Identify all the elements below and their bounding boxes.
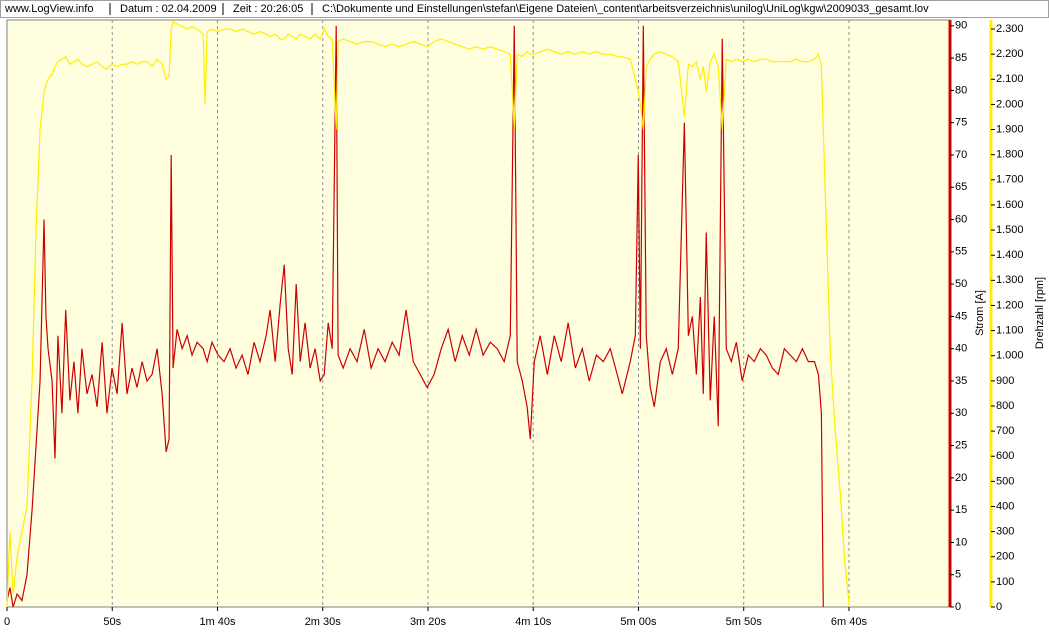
- y-tick-label: 30: [955, 407, 967, 419]
- header-time: Zeit : 20:26:05: [233, 3, 303, 15]
- x-tick-label: 50s: [103, 616, 121, 628]
- y-tick-label: 40: [955, 343, 967, 355]
- x-tick-label: 3m 20s: [410, 616, 447, 628]
- y-tick-label: 15: [955, 504, 967, 516]
- x-tick-label: 0: [4, 616, 10, 628]
- y-tick-label: 10: [955, 536, 967, 548]
- series-line: [6, 25, 824, 608]
- y-tick-label: 55: [955, 246, 967, 258]
- y2-tick-label: 500: [996, 475, 1014, 487]
- x-tick-label: 5m 00s: [620, 616, 657, 628]
- axes: 0 50s 1m 40s 2m 30s 3m 20s 4m 10s 5m 00s 5m 50s…: [4, 20, 1046, 628]
- y-tick-label: 35: [955, 375, 967, 387]
- y-tick-label: 45: [955, 310, 967, 322]
- y2-tick-label: 100: [996, 576, 1014, 588]
- y2-tick-label: 1.500: [996, 224, 1024, 236]
- y-tick-label: 80: [955, 84, 967, 96]
- plot-area: [6, 19, 951, 608]
- y2-tick-label: 2.300: [996, 23, 1024, 35]
- y2-tick-label: 1.000: [996, 350, 1024, 362]
- y2-axis-title: Drehzahl [rpm]: [1034, 277, 1046, 349]
- x-tick-label: 2m 30s: [305, 616, 342, 628]
- header-site: www.LogView.info: [4, 3, 93, 15]
- y-tick-label: 70: [955, 149, 967, 161]
- y-tick-label: 0: [955, 601, 961, 613]
- y2-tick-label: 800: [996, 400, 1014, 412]
- y2-tick-label: 1.300: [996, 274, 1024, 286]
- y2-tick-label: 600: [996, 450, 1014, 462]
- series-line: [6, 20, 850, 608]
- y2-tick-label: 1.900: [996, 123, 1024, 135]
- y2-tick-label: 200: [996, 551, 1014, 563]
- y-tick-label: 90: [955, 20, 967, 32]
- y2-tick-label: 2.100: [996, 73, 1024, 85]
- y-tick-label: 65: [955, 181, 967, 193]
- x-tick-label: 5m 50s: [726, 616, 763, 628]
- y2-tick-label: 0: [996, 601, 1002, 613]
- y2-tick-label: 400: [996, 500, 1014, 512]
- y-tick-label: 20: [955, 472, 967, 484]
- y2-tick-label: 1.100: [996, 324, 1024, 336]
- header-file: C:\Dokumente und Einstellungen\stefan\Ei…: [322, 3, 929, 15]
- y2-tick-label: 1.400: [996, 249, 1024, 261]
- header-date: Datum : 02.04.2009: [120, 3, 217, 15]
- lines: [6, 20, 850, 608]
- y2-tick-label: 1.600: [996, 199, 1024, 211]
- x-tick-label: 4m 10s: [515, 616, 552, 628]
- y2-tick-label: 700: [996, 425, 1014, 437]
- y2-tick-label: 1.200: [996, 299, 1024, 311]
- grid: [111, 20, 850, 607]
- y-axis-title: Strom [A]: [974, 290, 986, 336]
- y2-tick-label: 1.700: [996, 174, 1024, 186]
- y-tick-label: 75: [955, 117, 967, 129]
- y2-tick-label: 1.800: [996, 149, 1024, 161]
- y2-tick-label: 300: [996, 526, 1014, 538]
- y-tick-label: 25: [955, 439, 967, 451]
- x-tick-label: 6m 40s: [831, 616, 868, 628]
- y2-tick-label: 2.200: [996, 48, 1024, 60]
- y-tick-label: 50: [955, 278, 967, 290]
- y-tick-label: 85: [955, 52, 967, 64]
- x-tick-label: 1m 40s: [199, 616, 236, 628]
- y2-tick-label: 900: [996, 375, 1014, 387]
- y-tick-label: 60: [955, 213, 967, 225]
- y-tick-label: 5: [955, 569, 961, 581]
- y2-tick-label: 2.000: [996, 98, 1024, 110]
